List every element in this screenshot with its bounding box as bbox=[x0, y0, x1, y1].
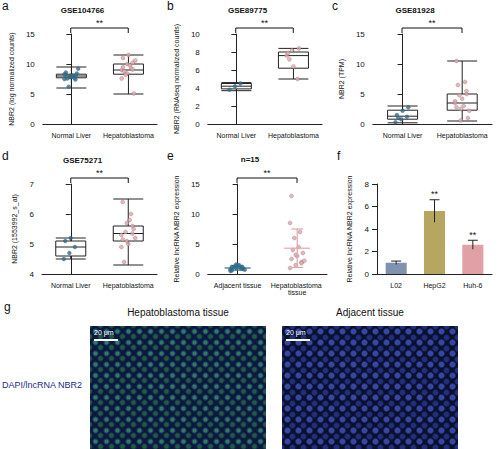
svg-text:5: 5 bbox=[360, 90, 365, 99]
svg-text:Hepatoblastoma: Hepatoblastoma bbox=[103, 282, 154, 290]
svg-text:Hepatoblastoma: Hepatoblastoma bbox=[270, 282, 324, 289]
svg-text:tissue: tissue bbox=[288, 289, 306, 296]
svg-text:**: ** bbox=[96, 18, 104, 28]
svg-text:L02: L02 bbox=[390, 282, 402, 289]
svg-text:0: 0 bbox=[365, 270, 370, 279]
svg-text:0: 0 bbox=[360, 120, 365, 129]
svg-text:a: a bbox=[2, 0, 9, 13]
svg-text:NBR2 (log normalized counts): NBR2 (log normalized counts) bbox=[8, 32, 16, 125]
svg-text:2: 2 bbox=[195, 102, 200, 111]
svg-text:**: ** bbox=[428, 18, 436, 28]
svg-text:Hepatoblastoma: Hepatoblastoma bbox=[437, 132, 488, 140]
svg-text:**: ** bbox=[431, 189, 439, 199]
svg-text:4: 4 bbox=[30, 270, 35, 279]
html-text:20 μm: 20 μm bbox=[286, 329, 306, 336]
svg-text:Hepatoblastoma: Hepatoblastoma bbox=[268, 132, 319, 140]
svg-text:**: ** bbox=[469, 230, 477, 240]
svg-text:n=15: n=15 bbox=[241, 155, 260, 164]
svg-text:6: 6 bbox=[30, 210, 35, 219]
svg-text:NBR2 (TPM): NBR2 (TPM) bbox=[338, 59, 346, 99]
svg-text:0: 0 bbox=[195, 120, 200, 129]
svg-text:c: c bbox=[332, 0, 338, 13]
svg-text:Hepatoblastoma: Hepatoblastoma bbox=[103, 132, 154, 140]
svg-text:f: f bbox=[337, 150, 341, 163]
svg-text:10: 10 bbox=[191, 30, 200, 39]
svg-text:**: ** bbox=[263, 168, 271, 178]
html-text:g: g bbox=[4, 300, 11, 314]
svg-text:Normal Liver: Normal Liver bbox=[51, 282, 91, 289]
svg-text:15: 15 bbox=[26, 30, 35, 39]
svg-text:**: ** bbox=[96, 168, 104, 178]
html-text:DAPI/lncRNA NBR2: DAPI/lncRNA NBR2 bbox=[2, 380, 82, 390]
svg-text:Adjacent tissue: Adjacent tissue bbox=[214, 282, 262, 290]
svg-text:Relative lncRNA NBR2 expressio: Relative lncRNA NBR2 expression bbox=[346, 175, 354, 282]
svg-text:4: 4 bbox=[365, 225, 370, 234]
svg-text:Relative lncRNA NBR2 expressio: Relative lncRNA NBR2 expression bbox=[173, 175, 181, 282]
svg-text:15: 15 bbox=[356, 30, 365, 39]
html-text:Hepatoblastoma tissue: Hepatoblastoma tissue bbox=[127, 307, 229, 318]
svg-text:7: 7 bbox=[30, 180, 35, 189]
svg-text:6: 6 bbox=[195, 66, 200, 75]
svg-text:e: e bbox=[167, 150, 174, 163]
html-text:Adjacent tissue: Adjacent tissue bbox=[336, 307, 404, 318]
svg-text:5: 5 bbox=[195, 240, 200, 249]
svg-text:**: ** bbox=[261, 18, 269, 28]
svg-text:6: 6 bbox=[365, 202, 370, 211]
svg-text:5: 5 bbox=[30, 240, 35, 249]
svg-text:Normal Liver: Normal Liver bbox=[217, 132, 257, 139]
svg-text:10: 10 bbox=[356, 60, 365, 69]
svg-text:15: 15 bbox=[191, 180, 200, 189]
svg-text:GSE75271: GSE75271 bbox=[63, 156, 103, 165]
svg-text:NBR2 (RNAseq normalized counts: NBR2 (RNAseq normalized counts) bbox=[173, 24, 181, 134]
svg-text:Huh-6: Huh-6 bbox=[463, 282, 482, 289]
svg-text:10: 10 bbox=[191, 210, 200, 219]
svg-text:GSE89775: GSE89775 bbox=[228, 6, 268, 15]
svg-text:0: 0 bbox=[195, 270, 200, 279]
svg-text:NBR2 (1553992_s_at): NBR2 (1553992_s_at) bbox=[11, 194, 19, 264]
svg-text:GSE104766: GSE104766 bbox=[61, 6, 105, 15]
svg-text:HepG2: HepG2 bbox=[423, 282, 445, 290]
svg-text:0: 0 bbox=[30, 120, 35, 129]
svg-text:Normal Liver: Normal Liver bbox=[52, 132, 92, 139]
svg-text:2: 2 bbox=[365, 247, 370, 256]
svg-text:Normal Liver: Normal Liver bbox=[383, 132, 423, 139]
svg-text:GSE81928: GSE81928 bbox=[395, 6, 435, 15]
svg-text:10: 10 bbox=[26, 60, 35, 69]
svg-text:4: 4 bbox=[195, 84, 200, 93]
svg-text:8: 8 bbox=[365, 180, 370, 189]
svg-text:d: d bbox=[2, 150, 9, 163]
svg-text:b: b bbox=[167, 0, 174, 13]
svg-text:8: 8 bbox=[195, 48, 200, 57]
svg-text:5: 5 bbox=[30, 90, 35, 99]
html-text:20 μm: 20 μm bbox=[94, 329, 114, 336]
